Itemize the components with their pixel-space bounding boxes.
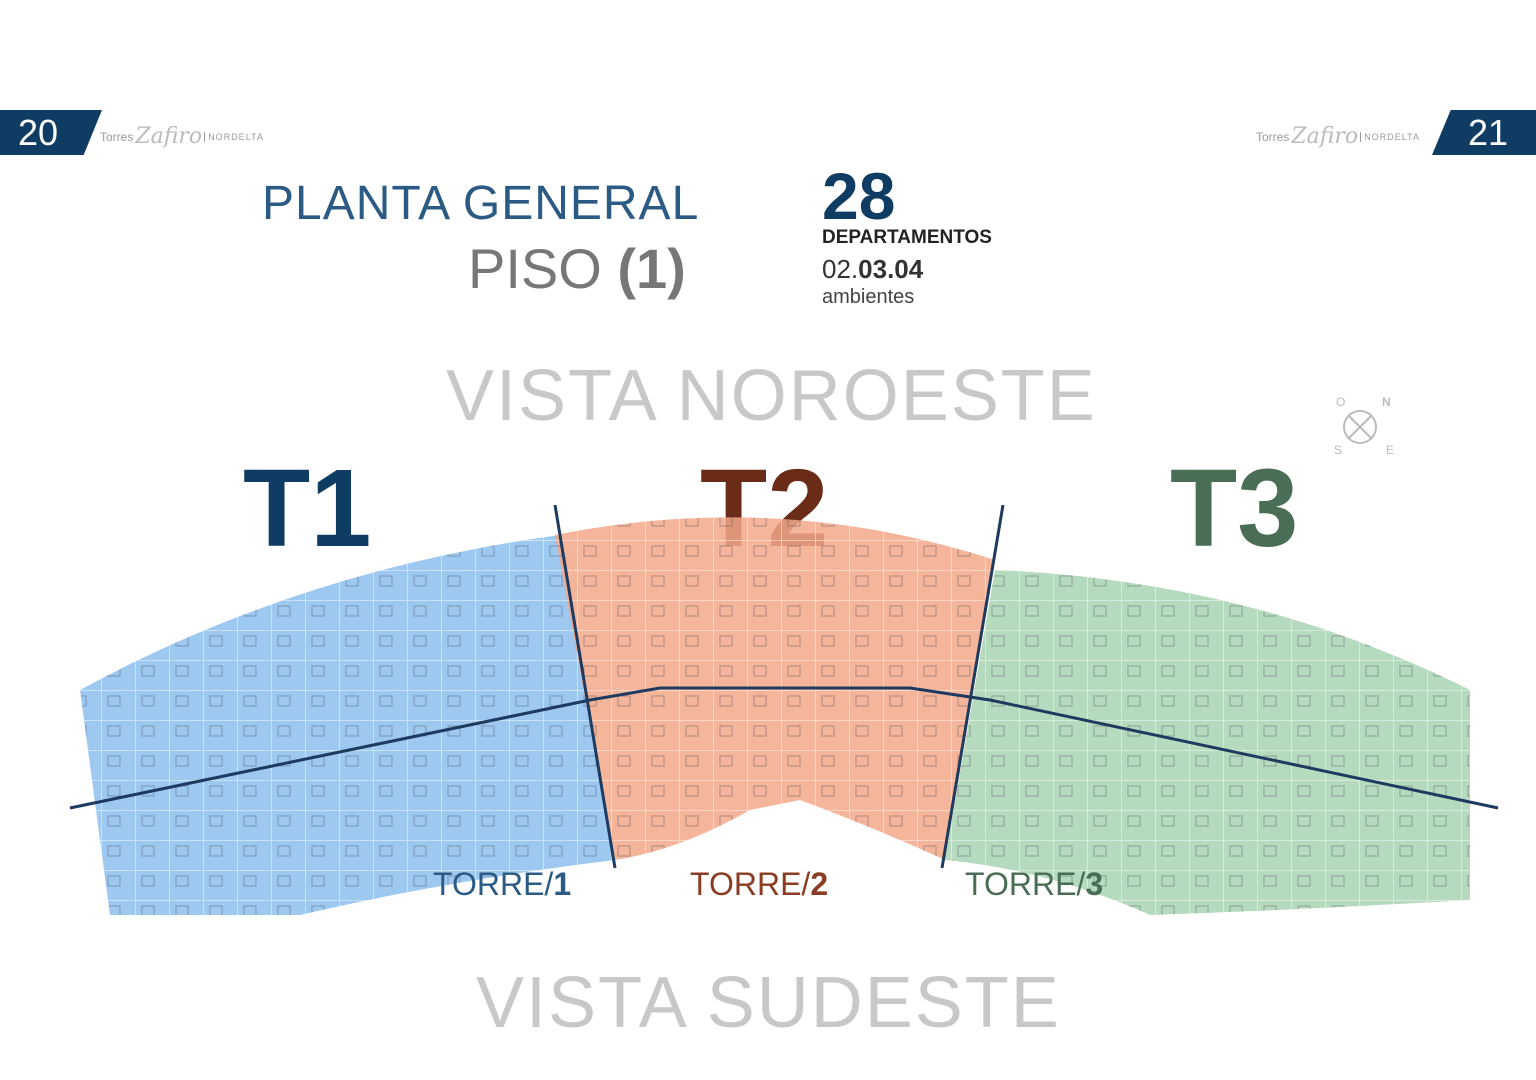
compass-s: S (1334, 443, 1343, 457)
brand-location: NORDELTA (1360, 131, 1420, 142)
unit-count: 28 (822, 159, 896, 233)
tower-label-num: 2 (810, 866, 829, 902)
view-northwest: VISTA NOROESTE (446, 356, 1097, 436)
room-types-light: 02. (822, 254, 859, 284)
room-types: 02.03.04 (822, 254, 923, 285)
page-number-right: 21 (1432, 110, 1536, 155)
compass-e: E (1386, 443, 1395, 457)
page-title: PLANTA GENERAL (262, 177, 700, 230)
unit-count-label: DEPARTAMENTOS (822, 227, 992, 248)
floor-title: PISO (1) (468, 236, 686, 301)
brand-prefix: Torres (1256, 129, 1290, 144)
tower-label-prefix: TORRE/ (433, 866, 554, 902)
floor-number: (1) (617, 237, 686, 300)
page-number-left: 20 (0, 110, 102, 155)
tower-label-num: 1 (553, 866, 572, 902)
divider-t1-t2 (553, 504, 617, 869)
floor-prefix: PISO (468, 237, 602, 300)
brand-script: Zafiro (135, 124, 203, 149)
brand-logo-right: Torres Zafiro NORDELTA (1256, 124, 1420, 149)
axis-line (69, 686, 1499, 810)
brand-prefix: Torres (100, 129, 134, 144)
tower-label-num: 3 (1085, 866, 1104, 902)
view-southeast: VISTA SUDESTE (476, 963, 1061, 1043)
tower-code-t1: T1 (243, 447, 372, 570)
brand-logo-left: Torres Zafiro NORDELTA (100, 124, 264, 149)
room-types-label: ambientes (822, 286, 915, 308)
tower-label-1: TORRE/1 (433, 866, 571, 903)
tower-label-prefix: TORRE/ (690, 866, 811, 902)
tower-label-prefix: TORRE/ (965, 866, 1086, 902)
compass-n: N (1382, 395, 1391, 409)
tower-code-t3: T3 (1170, 447, 1299, 570)
tower-3-plan (945, 570, 1470, 915)
brand-location: NORDELTA (204, 131, 264, 142)
divider-t2-t3 (940, 504, 1005, 869)
tower-label-2: TORRE/2 (690, 866, 828, 903)
tower-label-3: TORRE/3 (965, 866, 1103, 903)
room-types-bold: 03.04 (858, 254, 924, 284)
brand-script: Zafiro (1291, 124, 1359, 149)
compass-icon: O N S E (1330, 395, 1400, 460)
compass-o: O (1336, 395, 1346, 409)
tower-1-plan (80, 535, 615, 915)
